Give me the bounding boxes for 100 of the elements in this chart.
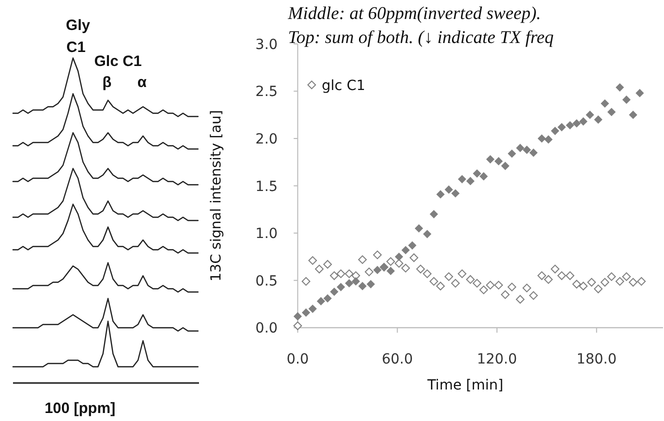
- point: [607, 108, 616, 116]
- y-tick-label: 2.0: [255, 132, 278, 148]
- point: [537, 271, 546, 280]
- point: [416, 264, 425, 274]
- point: [522, 146, 531, 154]
- point: [436, 282, 445, 290]
- point: [529, 148, 538, 157]
- point: [414, 224, 423, 232]
- point: [558, 123, 566, 132]
- annotation: Top: sum of both. (↓ indicate TX freq: [288, 27, 554, 47]
- point: [466, 275, 475, 284]
- point: [430, 277, 438, 286]
- point: [600, 278, 610, 287]
- point: [302, 277, 310, 286]
- point: [330, 288, 338, 296]
- point: [508, 282, 516, 292]
- x-tick-label: 60.0: [382, 352, 413, 368]
- annotation: α: [137, 74, 148, 91]
- point: [607, 272, 616, 281]
- point: [386, 266, 395, 276]
- point: [410, 253, 418, 262]
- text: Middle: at 60ppm(inverted sweep).: [287, 3, 541, 23]
- point: [358, 255, 367, 264]
- point: [323, 260, 332, 269]
- y-tick-label: 0.0: [255, 320, 278, 337]
- point: [636, 89, 644, 98]
- point: [373, 266, 382, 274]
- point: [480, 172, 488, 180]
- x-tick-label: 180.0: [576, 352, 617, 368]
- annotation: Glc C1: [94, 53, 142, 70]
- point: [544, 135, 552, 144]
- point: [472, 278, 482, 288]
- point: [486, 155, 494, 164]
- point: [366, 280, 375, 288]
- point: [494, 280, 503, 290]
- point: [458, 175, 466, 184]
- point: [294, 312, 302, 320]
- point: [508, 150, 516, 158]
- y-tick-label: 1.0: [255, 226, 278, 242]
- point: [616, 83, 624, 92]
- point: [572, 280, 581, 288]
- point: [637, 277, 646, 286]
- point: [451, 189, 460, 198]
- point: [314, 264, 324, 274]
- text: Gly: [66, 17, 91, 34]
- point: [422, 269, 432, 278]
- point: [550, 264, 560, 274]
- point: [622, 96, 631, 104]
- text: C1: [66, 39, 86, 56]
- point: [302, 308, 310, 317]
- point: [500, 290, 510, 299]
- x-tick-label: 0.0: [286, 352, 309, 368]
- point: [538, 134, 546, 143]
- point: [616, 277, 624, 286]
- point: [516, 144, 524, 152]
- point: [629, 110, 638, 119]
- y-tick-label: 3.0: [255, 36, 278, 53]
- point: [436, 190, 445, 198]
- point: [557, 271, 566, 280]
- point: [308, 304, 317, 313]
- point: [579, 117, 588, 126]
- point: [293, 321, 302, 330]
- point: [479, 286, 488, 294]
- legend-label: glc C1: [322, 78, 366, 94]
- point: [586, 110, 594, 119]
- point: [364, 268, 374, 276]
- x-tick-label: 120.0: [476, 352, 517, 368]
- y-tick-label: 0.5: [255, 273, 278, 290]
- point: [501, 162, 510, 170]
- y-axis-title: 13C signal intensity [au]: [208, 110, 225, 282]
- point: [394, 252, 404, 261]
- point: [308, 256, 317, 265]
- point: [352, 277, 360, 286]
- point: [336, 282, 345, 292]
- point: [622, 272, 631, 281]
- y-tick-label: 2.5: [255, 84, 278, 100]
- point: [316, 297, 326, 306]
- point: [386, 257, 396, 266]
- point: [394, 259, 404, 268]
- point: [472, 169, 482, 178]
- point: [566, 271, 574, 280]
- point: [336, 269, 346, 278]
- point: [551, 126, 560, 135]
- point: [401, 264, 410, 272]
- point: [373, 250, 382, 260]
- point: [486, 280, 495, 290]
- x-axis-title: Time [min]: [426, 378, 504, 394]
- point: [345, 279, 354, 288]
- point: [594, 116, 602, 124]
- point: [529, 291, 538, 300]
- point: [572, 119, 581, 128]
- point: [330, 271, 339, 280]
- point: [578, 282, 588, 290]
- annotation: β: [102, 74, 112, 91]
- point: [423, 230, 432, 238]
- point: [594, 284, 603, 294]
- point: [402, 246, 410, 254]
- point: [344, 269, 354, 278]
- x-axis-title: 100 [ppm]: [44, 400, 116, 417]
- point: [408, 241, 416, 250]
